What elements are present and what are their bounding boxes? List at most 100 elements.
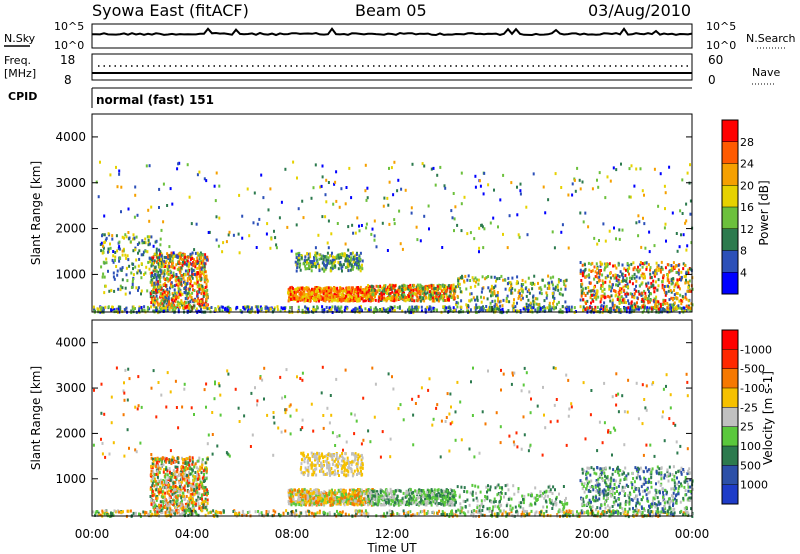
power-echo xyxy=(324,265,327,269)
power-echo xyxy=(554,172,557,176)
power-echo xyxy=(304,294,307,298)
power-echo xyxy=(526,233,529,237)
velocity-echo xyxy=(267,510,270,514)
power-echo xyxy=(189,257,192,261)
power-echo xyxy=(204,306,207,310)
power-echo xyxy=(416,308,419,312)
power-echo xyxy=(335,295,338,299)
power-echo xyxy=(474,185,477,189)
power-echo xyxy=(217,244,220,248)
nave-tick-bottom: 0 xyxy=(708,73,716,87)
power-echo xyxy=(453,291,456,295)
power-echo xyxy=(390,166,393,170)
power-echo xyxy=(379,294,382,298)
power-echo xyxy=(196,271,199,274)
power-echo xyxy=(625,294,628,298)
velocity-echo xyxy=(151,488,153,492)
power-echo xyxy=(150,305,153,309)
power-echo xyxy=(248,234,251,238)
power-echo xyxy=(359,251,362,255)
power-echo xyxy=(657,302,660,306)
power-echo xyxy=(309,298,312,302)
power-echo xyxy=(368,308,371,312)
velocity-echo xyxy=(101,511,104,515)
power-echo xyxy=(448,294,451,298)
power-echo xyxy=(327,246,330,250)
velocity-echo xyxy=(524,509,527,513)
power-echo xyxy=(206,255,209,259)
power-echo xyxy=(163,300,166,304)
power-echo xyxy=(655,261,658,265)
power-echo xyxy=(295,287,298,291)
power-echo xyxy=(387,307,390,311)
power-echo xyxy=(612,283,614,287)
power-echo xyxy=(518,292,521,295)
power-echo xyxy=(137,288,139,292)
power-echo xyxy=(176,255,179,259)
power-echo xyxy=(275,243,278,247)
velocity-echo xyxy=(181,512,184,516)
power-echo xyxy=(617,280,620,284)
power-echo xyxy=(601,273,604,277)
velocity-echo xyxy=(182,513,185,517)
power-echo xyxy=(641,189,644,193)
power-echo xyxy=(256,222,259,226)
power-echo xyxy=(625,301,627,305)
velocity-echo xyxy=(407,513,410,517)
power-echo xyxy=(681,212,684,215)
power-echo xyxy=(297,305,300,309)
power-echo xyxy=(460,299,463,303)
power-echo xyxy=(357,309,360,313)
velocity-echo xyxy=(347,513,350,517)
power-echo xyxy=(452,306,455,310)
power-echo xyxy=(475,303,478,307)
power-echo xyxy=(527,276,530,280)
power-echo xyxy=(185,259,188,262)
power-echo xyxy=(203,303,205,307)
power-echo xyxy=(459,276,462,280)
velocity-echo xyxy=(471,509,474,513)
power-echo xyxy=(345,254,348,258)
power-echo xyxy=(627,263,630,267)
power-echo xyxy=(439,285,442,289)
velocity-echo xyxy=(164,501,167,504)
power-echo xyxy=(560,287,563,291)
power-echo xyxy=(416,295,419,299)
power-echo xyxy=(563,283,566,286)
power-echo xyxy=(415,225,418,229)
power-echo xyxy=(153,259,156,263)
power-echo xyxy=(138,257,141,261)
power-echo xyxy=(508,281,511,285)
power-echo xyxy=(426,291,429,295)
power-echo xyxy=(409,293,412,297)
power-echo xyxy=(301,292,303,296)
power-echo xyxy=(640,245,643,249)
power-echo xyxy=(571,193,574,197)
power-echo xyxy=(153,281,156,285)
power-echo xyxy=(158,273,161,277)
power-echo xyxy=(352,260,355,264)
power-echo xyxy=(593,308,596,312)
power-echo xyxy=(540,292,543,296)
power-echo xyxy=(537,281,539,285)
power-echo xyxy=(599,264,602,268)
power-echo xyxy=(321,297,324,301)
velocity-echo xyxy=(150,456,153,460)
power-echo xyxy=(190,274,193,278)
power-echo xyxy=(353,262,356,266)
power-echo xyxy=(348,259,351,263)
power-echo xyxy=(605,276,608,280)
power-echo xyxy=(323,308,326,312)
power-echo xyxy=(449,286,452,290)
station-title: Syowa East (fitACF) xyxy=(92,1,249,20)
power-echo xyxy=(443,308,446,312)
velocity-echo xyxy=(220,511,223,515)
power-echo xyxy=(495,303,498,307)
velocity-echo xyxy=(282,511,285,515)
power-echo xyxy=(590,262,593,266)
power-echo xyxy=(615,237,617,241)
power-echo xyxy=(480,295,482,299)
power-echo xyxy=(443,292,446,296)
velocity-echo xyxy=(174,501,177,505)
power-echo xyxy=(384,297,387,301)
